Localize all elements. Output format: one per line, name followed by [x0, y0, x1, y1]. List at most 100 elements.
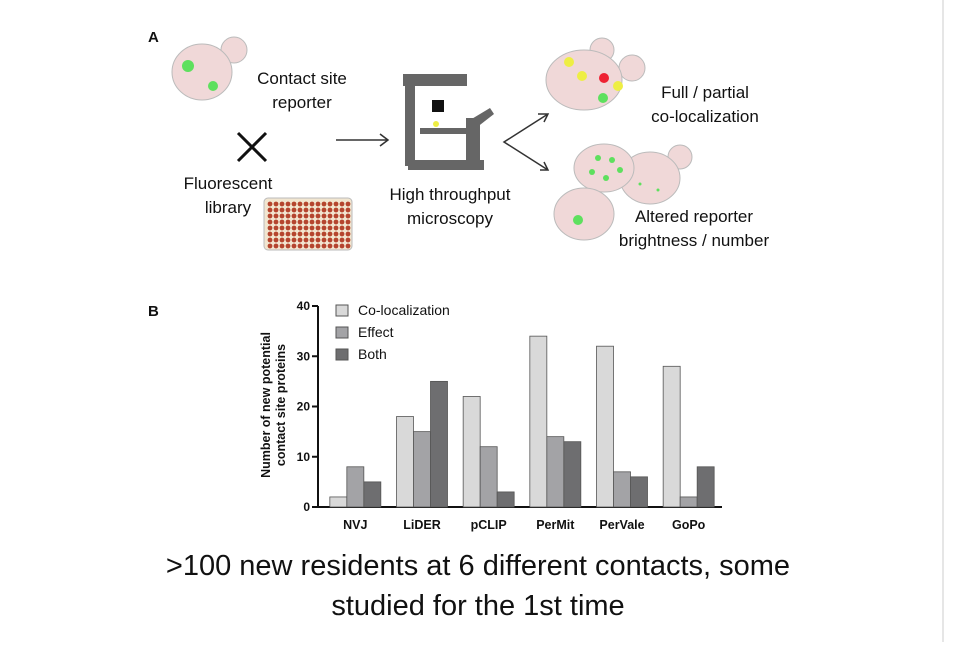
- bar: [529, 335, 548, 508]
- well: [297, 201, 303, 207]
- bar: [413, 431, 431, 508]
- well: [315, 213, 321, 219]
- well: [279, 213, 285, 219]
- bar: [596, 345, 614, 508]
- well: [309, 207, 315, 213]
- microscope: [403, 74, 494, 170]
- bar: [563, 441, 582, 508]
- well: [339, 231, 345, 237]
- well: [273, 225, 279, 231]
- well: [291, 207, 297, 213]
- bar: [346, 466, 365, 508]
- well: [279, 243, 285, 249]
- well: [297, 237, 303, 243]
- well: [273, 213, 279, 219]
- legend-swatch: [335, 348, 349, 361]
- well: [297, 213, 303, 219]
- well: [273, 231, 279, 237]
- bar: [329, 496, 348, 508]
- well: [333, 219, 339, 225]
- well: [285, 237, 291, 243]
- legend-label: Co-localization: [358, 302, 450, 318]
- well: [303, 237, 309, 243]
- well: [285, 207, 291, 213]
- well: [267, 213, 273, 219]
- bar: [363, 481, 382, 508]
- well: [339, 201, 345, 207]
- well: [333, 225, 339, 231]
- well: [321, 231, 327, 237]
- well: [273, 207, 279, 213]
- well: [309, 201, 315, 207]
- x-tick-label: PerVale: [599, 518, 644, 532]
- well: [279, 237, 285, 243]
- well: [333, 201, 339, 207]
- reporter-label: Contact site reporter: [257, 69, 347, 112]
- well: [297, 219, 303, 225]
- plate: [263, 197, 353, 251]
- well: [309, 237, 315, 243]
- well: [315, 219, 321, 225]
- well: [297, 243, 303, 249]
- well: [309, 243, 315, 249]
- well: [267, 201, 273, 207]
- well: [309, 213, 315, 219]
- well: [345, 225, 351, 231]
- bar: [462, 396, 481, 508]
- bar: [696, 466, 715, 508]
- well: [267, 207, 273, 213]
- well: [327, 225, 333, 231]
- well: [303, 219, 309, 225]
- well: [321, 225, 327, 231]
- well: [333, 207, 339, 213]
- bar: [479, 446, 498, 508]
- library-label: Fluorescent library: [184, 174, 273, 217]
- bar-chart: 0 10 20 30 40 NVJ LiDER pCLIP PerMit PerVale GoPo C…: [297, 299, 722, 532]
- well: [273, 237, 279, 243]
- well: [339, 243, 345, 249]
- branch-arrow: [502, 113, 550, 171]
- y-tick-label: 10: [297, 450, 311, 464]
- well: [345, 231, 351, 237]
- well: [345, 219, 351, 225]
- x-tick-label: PerMit: [536, 518, 575, 532]
- well: [345, 201, 351, 207]
- microscopy-label: High throughput microscopy: [390, 185, 511, 228]
- well: [303, 207, 309, 213]
- legend-swatch: [335, 304, 349, 317]
- well: [333, 213, 339, 219]
- reporter-cell: [171, 36, 248, 101]
- well: [339, 219, 345, 225]
- well: [273, 201, 279, 207]
- well: [291, 237, 297, 243]
- well: [279, 207, 285, 213]
- well: [309, 231, 315, 237]
- well: [327, 237, 333, 243]
- well: [291, 219, 297, 225]
- bar: [613, 471, 631, 508]
- well: [321, 201, 327, 207]
- well: [321, 243, 327, 249]
- well: [285, 219, 291, 225]
- well: [339, 237, 345, 243]
- well: [315, 237, 321, 243]
- well: [321, 237, 327, 243]
- panel-label: B: [148, 303, 159, 320]
- well: [315, 207, 321, 213]
- well: [315, 225, 321, 231]
- bar: [546, 436, 565, 508]
- well: [327, 231, 333, 237]
- well: [327, 219, 333, 225]
- well: [309, 225, 315, 231]
- well: [279, 231, 285, 237]
- well: [321, 207, 327, 213]
- well: [291, 201, 297, 207]
- x-tick-label: GoPo: [672, 518, 706, 532]
- outcome-cell-2: [553, 143, 693, 241]
- well: [273, 219, 279, 225]
- y-tick-label: 30: [297, 349, 311, 363]
- well: [267, 225, 273, 231]
- well: [339, 207, 345, 213]
- well: [339, 213, 345, 219]
